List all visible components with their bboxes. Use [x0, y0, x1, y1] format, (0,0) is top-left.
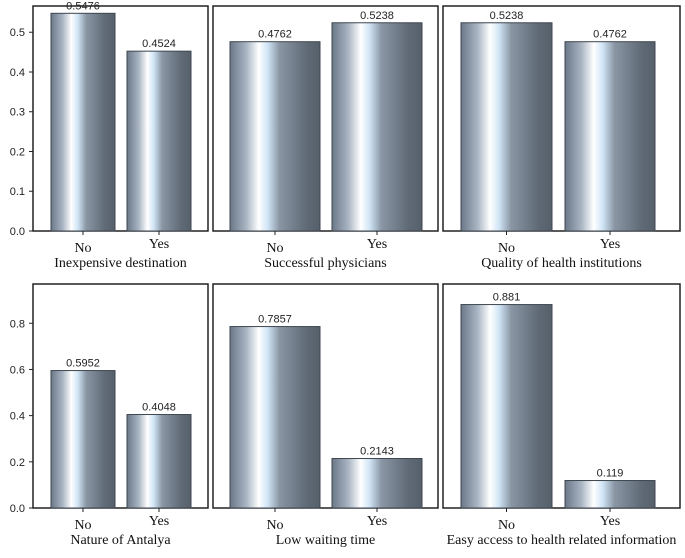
category-label: No: [74, 241, 91, 256]
y-tick-label: 0.3: [10, 107, 25, 119]
category-label: No: [266, 241, 283, 256]
x-axis-title: Nature of Antalya: [70, 533, 171, 548]
bar-value-label: 0.4524: [142, 38, 176, 50]
category-label: Yes: [149, 514, 169, 529]
x-axis-title: Low waiting time: [276, 533, 376, 548]
y-tick-label: 0.1: [10, 186, 25, 198]
bar-value-label: 0.7857: [258, 314, 292, 326]
bar-value-label: 0.4762: [258, 29, 292, 41]
bar: [460, 304, 553, 509]
panel-frame: [442, 283, 681, 509]
bar: [126, 50, 192, 232]
y-tick-label: 0.0: [10, 226, 25, 238]
bar-value-label: 0.119: [597, 468, 624, 480]
x-axis-title: Easy access to health related informatio…: [447, 533, 677, 548]
bar-value-label: 0.881: [493, 292, 521, 304]
x-axis-title: Quality of health institutions: [481, 256, 642, 271]
bar: [126, 414, 192, 509]
panel-frame: [212, 5, 439, 232]
bar: [229, 41, 321, 232]
bar: [229, 326, 321, 509]
bar: [331, 458, 423, 509]
panel-frame: [442, 5, 681, 232]
x-axis-title: Successful physicians: [264, 256, 386, 271]
y-tick-label: 0.5: [10, 27, 25, 39]
y-tick-label: 0.8: [10, 318, 25, 330]
y-tick-label: 0.2: [10, 146, 25, 158]
category-label: Yes: [600, 237, 620, 252]
bar: [564, 41, 656, 232]
x-axis-title: Inexpensive destination: [54, 256, 187, 271]
category-label: No: [498, 518, 515, 533]
y-tick-label: 0.6: [10, 364, 25, 376]
category-label: Yes: [149, 237, 169, 252]
bar-value-label: 0.5238: [360, 10, 394, 22]
bar: [564, 480, 656, 509]
bar: [331, 22, 423, 232]
bar-value-label: 0.5238: [490, 10, 524, 22]
panel-frame: [32, 5, 209, 232]
bar-value-label: 0.2143: [360, 446, 394, 458]
bar-value-label: 0.4048: [142, 402, 176, 414]
category-label: No: [498, 241, 515, 256]
y-tick-label: 0.0: [10, 503, 25, 515]
bar: [50, 370, 116, 509]
bar-value-label: 0.4762: [593, 29, 627, 41]
panel-frame: [32, 283, 209, 509]
y-tick-label: 0.4: [10, 411, 25, 423]
category-label: Yes: [600, 514, 620, 529]
y-tick-label: 0.4: [10, 67, 25, 79]
category-label: Yes: [367, 237, 387, 252]
bar: [50, 12, 116, 232]
y-tick-label: 0.2: [10, 457, 25, 469]
category-label: No: [74, 518, 91, 533]
bar: [460, 22, 553, 232]
bar-value-label: 0.5952: [66, 358, 100, 370]
panel-frame: [212, 283, 439, 509]
category-label: No: [266, 518, 283, 533]
bar-value-label: 0.5476: [66, 0, 100, 12]
category-label: Yes: [367, 514, 387, 529]
